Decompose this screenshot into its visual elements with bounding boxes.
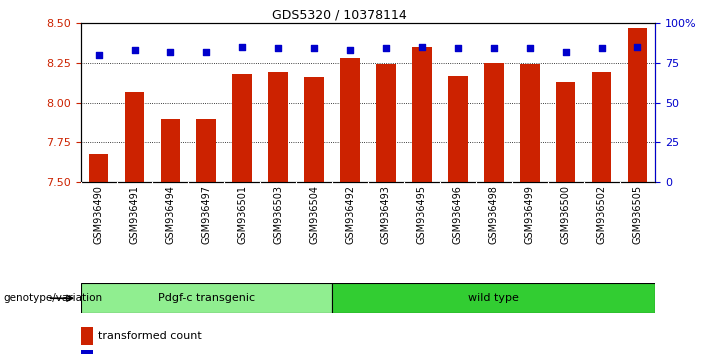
Point — [596, 46, 607, 51]
Point — [237, 44, 248, 50]
Text: GSM936495: GSM936495 — [417, 185, 427, 244]
Bar — [125, 91, 144, 182]
Point — [273, 46, 284, 51]
Title: GDS5320 / 10378114: GDS5320 / 10378114 — [272, 9, 407, 22]
Bar — [592, 73, 611, 182]
Text: GSM936496: GSM936496 — [453, 185, 463, 244]
Text: GSM936491: GSM936491 — [130, 185, 139, 244]
Text: GSM936505: GSM936505 — [632, 185, 643, 245]
Bar — [627, 28, 647, 182]
Text: GSM936501: GSM936501 — [237, 185, 247, 244]
Bar — [304, 77, 324, 182]
Bar — [89, 154, 109, 182]
Point — [165, 49, 176, 55]
Text: Pdgf-c transgenic: Pdgf-c transgenic — [158, 293, 255, 303]
Point — [308, 46, 320, 51]
Point — [200, 49, 212, 55]
Bar — [233, 74, 252, 182]
Text: transformed count: transformed count — [98, 331, 202, 341]
Point — [381, 46, 392, 51]
Text: GSM936493: GSM936493 — [381, 185, 391, 244]
Text: GSM936502: GSM936502 — [597, 185, 606, 245]
Bar — [340, 58, 360, 182]
Text: GSM936504: GSM936504 — [309, 185, 319, 244]
Point — [93, 52, 104, 58]
Point — [416, 44, 428, 50]
Text: GSM936492: GSM936492 — [345, 185, 355, 244]
Text: GSM936490: GSM936490 — [93, 185, 104, 244]
Text: GSM936498: GSM936498 — [489, 185, 499, 244]
Text: wild type: wild type — [468, 293, 519, 303]
Bar — [520, 64, 540, 182]
Bar — [484, 63, 503, 182]
Point — [344, 47, 355, 53]
Text: genotype/variation: genotype/variation — [4, 293, 102, 303]
Text: GSM936497: GSM936497 — [201, 185, 212, 244]
Point — [524, 46, 536, 51]
Bar — [448, 75, 468, 182]
Text: GSM936499: GSM936499 — [524, 185, 535, 244]
Point — [632, 44, 643, 50]
Point — [560, 49, 571, 55]
Bar — [196, 119, 216, 182]
Bar — [81, 283, 332, 313]
Bar — [376, 64, 396, 182]
Point — [129, 47, 140, 53]
Text: GSM936503: GSM936503 — [273, 185, 283, 244]
Text: GSM936494: GSM936494 — [165, 185, 175, 244]
Bar — [332, 283, 655, 313]
Point — [488, 46, 499, 51]
Bar — [412, 47, 432, 182]
Bar — [556, 82, 576, 182]
Bar — [268, 73, 288, 182]
Text: GSM936500: GSM936500 — [561, 185, 571, 244]
Point — [452, 46, 463, 51]
Bar — [161, 119, 180, 182]
